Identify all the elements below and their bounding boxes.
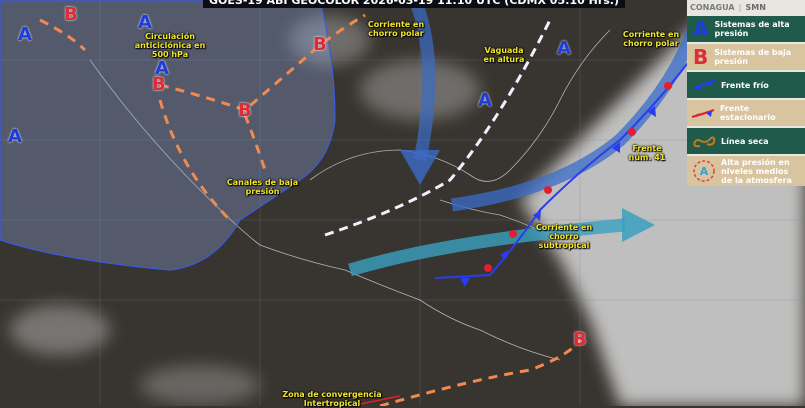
label-front-41: Frente núm. 41 (628, 144, 666, 162)
legend-item-low: B Sistemas de baja presión (687, 44, 805, 70)
legend-label: Sistemas de baja presión (714, 48, 792, 66)
image-title: GOES-19 ABI GEOCOLOR 2026-03-19 11:10 UT… (203, 0, 626, 8)
legend-label: Alta presión en niveles medios de la atm… (721, 157, 792, 185)
low-pressure-symbol: B (238, 100, 252, 121)
high-pressure-symbol: A (155, 58, 169, 79)
cold-front-icon (692, 79, 716, 91)
label-upper-trough: Vaguada en altura (483, 46, 525, 64)
high-pressure-symbol: A (557, 38, 571, 59)
low-pressure-symbol: B (313, 34, 327, 55)
label-polar-jet: Corriente en chorro polar (367, 20, 425, 38)
legend-item-mid-level-high: A Alta presión en niveles medios de la a… (687, 156, 805, 186)
legend-item-stationary-front: Frente estacionario (687, 100, 805, 126)
label-low-channels: Canales de baja presión (226, 178, 299, 196)
subtropical-jet-arrowhead (622, 208, 655, 242)
high-pressure-icon: A (693, 17, 709, 41)
legend-label: Frente frío (721, 80, 769, 90)
legend-label: Sistemas de alta presión (714, 20, 790, 38)
high-pressure-symbol: A (18, 24, 32, 45)
high-pressure-symbol: A (8, 126, 22, 147)
polar-jet-stream-west (408, 0, 436, 162)
label-anticyclone: Circulación anticiclónica en 500 hPa (134, 32, 206, 59)
legend-label: Línea seca (721, 136, 769, 146)
low-pressure-symbol: B (152, 74, 166, 95)
agency-logos: CONAGUA | SMN (690, 2, 766, 12)
polar-jet-arrowhead (400, 150, 440, 185)
high-pressure-symbol: A (478, 90, 492, 111)
label-itcz: Zona de convergencia Intertropical (282, 390, 382, 408)
upper-trough (324, 19, 552, 237)
mid-level-high-area (0, 0, 336, 271)
legend-item-high: A Sistemas de alta presión (687, 16, 805, 42)
svg-text:A: A (700, 165, 709, 178)
front-41 (434, 59, 691, 279)
label-subtropical-jet: Corriente en chorro subtropical (535, 223, 593, 250)
legend-item-dry-line: Línea seca (687, 128, 805, 154)
low-pressure-channels (39, 13, 582, 406)
dry-line-tick (359, 395, 401, 405)
front-warm-semicircles (484, 82, 672, 272)
legend-label: Frente estacionario (719, 104, 776, 122)
low-pressure-icon: B (692, 45, 709, 69)
dry-line-icon (693, 136, 716, 148)
mid-level-high-icon: A (693, 160, 715, 182)
conagua-logo: CONAGUA (690, 2, 735, 12)
smn-logo: SMN (745, 2, 766, 12)
label-polar-jet: Corriente en chorro polar (622, 30, 680, 48)
legend: CONAGUA | SMN A Sistemas de alta presión… (687, 0, 805, 186)
legend-item-cold-front: Frente frío (687, 72, 805, 98)
front-cold-triangles (460, 106, 656, 287)
low-pressure-symbol: B (64, 4, 78, 25)
low-pressure-symbol: B (573, 329, 587, 350)
stationary-front-icon (692, 109, 715, 118)
high-pressure-symbol: A (138, 12, 152, 33)
subtropical-jet-stream (348, 218, 626, 277)
